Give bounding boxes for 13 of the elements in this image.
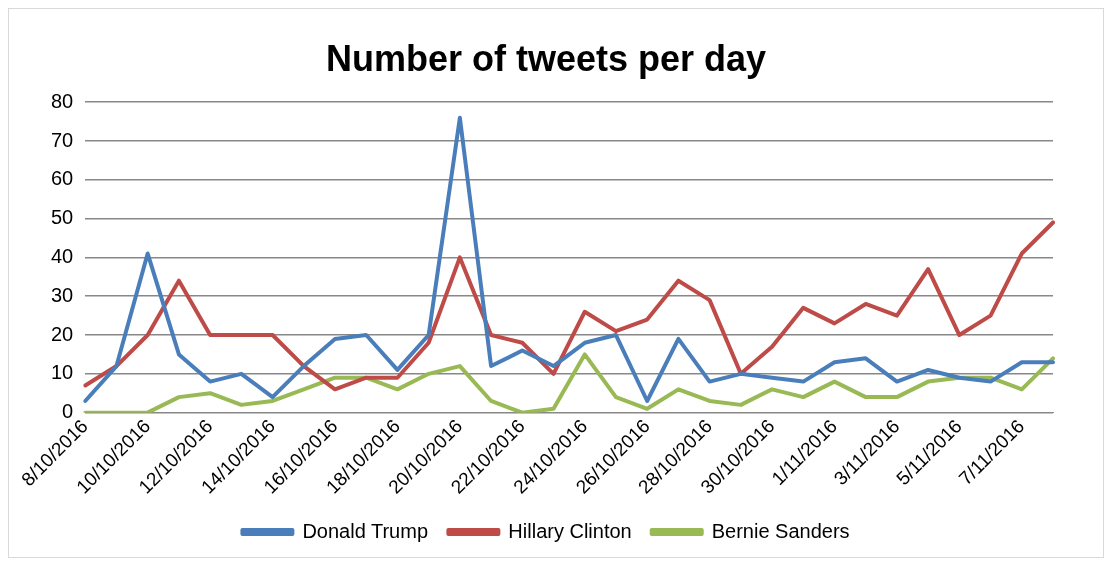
y-tick-label: 60 <box>51 167 74 190</box>
y-tick-label: 30 <box>51 283 74 306</box>
y-tick-label: 10 <box>51 361 74 384</box>
legend-label: Bernie Sanders <box>711 519 850 542</box>
y-tick-label: 0 <box>62 400 74 423</box>
y-tick-label: 70 <box>51 128 74 151</box>
y-tick-label: 80 <box>51 89 74 112</box>
y-tick-label: 40 <box>51 244 74 267</box>
chart-title: Number of tweets per day <box>325 37 767 79</box>
y-tick-label: 20 <box>51 322 74 345</box>
legend-label: Hillary Clinton <box>508 519 632 542</box>
legend-label: Donald Trump <box>302 519 429 542</box>
y-tick-label: 50 <box>51 206 74 229</box>
